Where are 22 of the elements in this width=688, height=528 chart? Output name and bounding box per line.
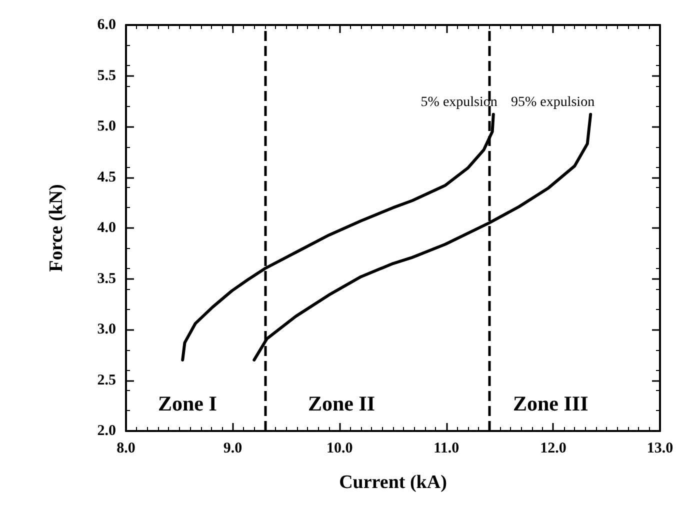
x-tick-label: 11.0: [434, 440, 460, 456]
y-tick-label: 4.0: [97, 220, 116, 236]
y-tick-label: 2.5: [97, 372, 116, 388]
y-axis-title: Force (kN): [46, 184, 67, 272]
y-tick-label: 5.5: [97, 68, 116, 84]
y-tick-label: 2.0: [97, 423, 116, 439]
x-tick-label: 12.0: [540, 440, 566, 456]
x-axis-title: Current (kA): [339, 472, 447, 493]
series-label: 5% expulsion: [420, 94, 498, 110]
series-label: 95% expulsion: [510, 94, 595, 110]
x-tick-label: 9.0: [223, 440, 242, 456]
annotation: Zone II: [308, 392, 376, 416]
x-tick-label: 13.0: [646, 440, 674, 456]
annotation: Zone I: [158, 392, 217, 416]
y-tick-label: 4.5: [97, 169, 116, 186]
y-tick-label: 5.0: [97, 118, 116, 134]
y-tick-label: 3.5: [97, 270, 116, 287]
y-tick-label: 3.0: [97, 322, 116, 338]
y-tick-label: 6.0: [97, 17, 116, 33]
annotation: Zone III: [513, 392, 588, 416]
x-tick-label: 8.0: [116, 440, 136, 456]
x-tick-label: 10.0: [326, 440, 353, 456]
